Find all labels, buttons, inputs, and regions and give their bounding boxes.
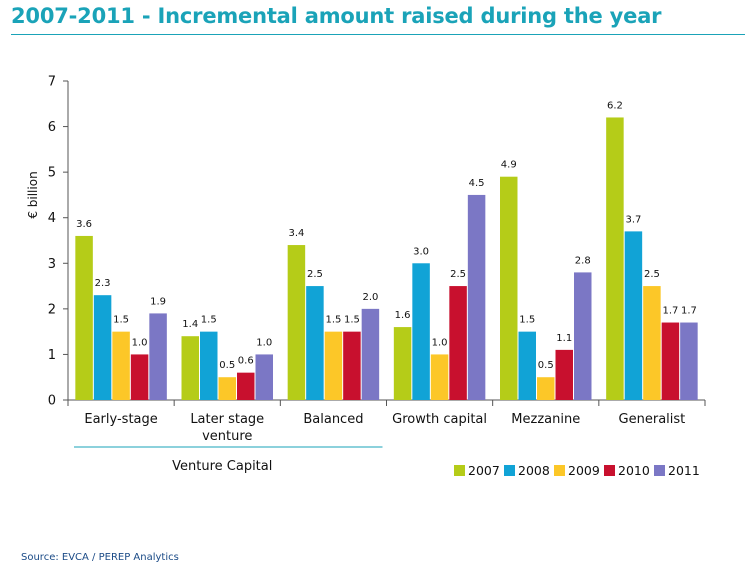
bar — [237, 372, 255, 400]
y-tick-label: 3 — [48, 257, 56, 272]
y-axis-label: € billion — [26, 171, 40, 218]
bar — [624, 231, 643, 400]
bar — [643, 286, 661, 400]
bar — [218, 377, 236, 400]
bar — [574, 272, 592, 400]
legend-label: 2007 — [468, 463, 500, 478]
legend-label: 2011 — [668, 463, 700, 478]
bar — [500, 176, 518, 400]
legend-swatch — [454, 465, 465, 476]
data-label: 1.5 — [519, 315, 535, 326]
bar — [518, 331, 536, 400]
y-tick-label: 4 — [48, 211, 56, 226]
data-label: 1.4 — [182, 319, 198, 330]
bar — [255, 354, 273, 400]
bar — [537, 377, 555, 400]
data-label: 1.5 — [201, 315, 217, 326]
y-tick-label: 6 — [48, 120, 56, 135]
data-label: 1.9 — [150, 296, 166, 307]
bar — [680, 322, 698, 400]
bar — [149, 313, 167, 400]
data-label: 1.0 — [432, 337, 448, 348]
category-label: Early-stage — [84, 412, 157, 427]
category-label: Growth capital — [392, 412, 487, 427]
category-label: Generalist — [619, 412, 686, 427]
data-label: 1.5 — [113, 315, 129, 326]
data-label: 1.7 — [662, 306, 678, 317]
bar — [361, 308, 380, 400]
legend-label: 2009 — [568, 463, 600, 478]
category-label: Balanced — [303, 412, 363, 427]
y-tick-label: 5 — [48, 166, 56, 181]
group-label: Venture Capital — [172, 459, 272, 474]
data-label: 2.5 — [450, 269, 466, 280]
data-label: 2.3 — [95, 278, 111, 289]
chart-title: 2007-2011 - Incremental amount raised du… — [11, 4, 662, 28]
data-label: 6.2 — [607, 100, 623, 111]
legend-swatch — [554, 465, 565, 476]
bar — [324, 331, 343, 400]
bar — [412, 263, 430, 400]
data-label: 0.5 — [538, 360, 554, 371]
legend-swatch — [604, 465, 615, 476]
y-tick-label: 7 — [48, 75, 56, 90]
data-label: 4.9 — [501, 160, 517, 171]
legend-swatch — [504, 465, 515, 476]
data-label: 3.7 — [625, 214, 641, 225]
bar — [306, 286, 324, 400]
category-label: Mezzanine — [511, 412, 580, 427]
data-label: 1.5 — [325, 315, 341, 326]
legend-label: 2008 — [518, 463, 550, 478]
data-label: 1.7 — [681, 306, 697, 317]
legend-swatch — [654, 465, 665, 476]
source-note: Source: EVCA / PEREP Analytics — [21, 552, 179, 563]
legend-label: 2010 — [618, 463, 650, 478]
title-divider — [11, 34, 745, 35]
bar — [430, 354, 449, 400]
bar — [130, 354, 149, 400]
bar — [75, 235, 93, 400]
data-label: 2.5 — [307, 269, 323, 280]
bar — [93, 295, 112, 400]
bar — [449, 286, 467, 400]
bar — [343, 331, 361, 400]
bar — [112, 331, 130, 400]
data-label: 1.6 — [395, 310, 411, 321]
bar — [200, 331, 218, 400]
y-tick-label: 2 — [48, 302, 56, 317]
data-label: 2.0 — [362, 292, 378, 303]
data-label: 2.8 — [575, 255, 591, 266]
bar — [606, 117, 624, 400]
bar — [467, 194, 486, 400]
category-label: Later stage — [190, 412, 264, 427]
data-label: 1.5 — [344, 315, 360, 326]
data-label: 3.6 — [76, 219, 92, 230]
y-tick-label: 1 — [48, 348, 56, 363]
bar — [393, 327, 412, 400]
bar — [555, 349, 573, 400]
bar — [661, 322, 680, 400]
data-label: 1.0 — [256, 337, 272, 348]
data-label: 0.5 — [219, 360, 235, 371]
data-label: 3.4 — [288, 228, 304, 239]
category-label: venture — [202, 429, 252, 444]
data-label: 2.5 — [644, 269, 660, 280]
bar — [287, 245, 306, 400]
data-label: 4.5 — [469, 178, 485, 189]
bar — [181, 336, 199, 400]
data-label: 1.0 — [132, 337, 148, 348]
data-label: 3.0 — [413, 246, 429, 257]
y-tick-label: 0 — [48, 394, 56, 409]
data-label: 1.1 — [556, 333, 572, 344]
data-label: 0.6 — [238, 356, 254, 367]
